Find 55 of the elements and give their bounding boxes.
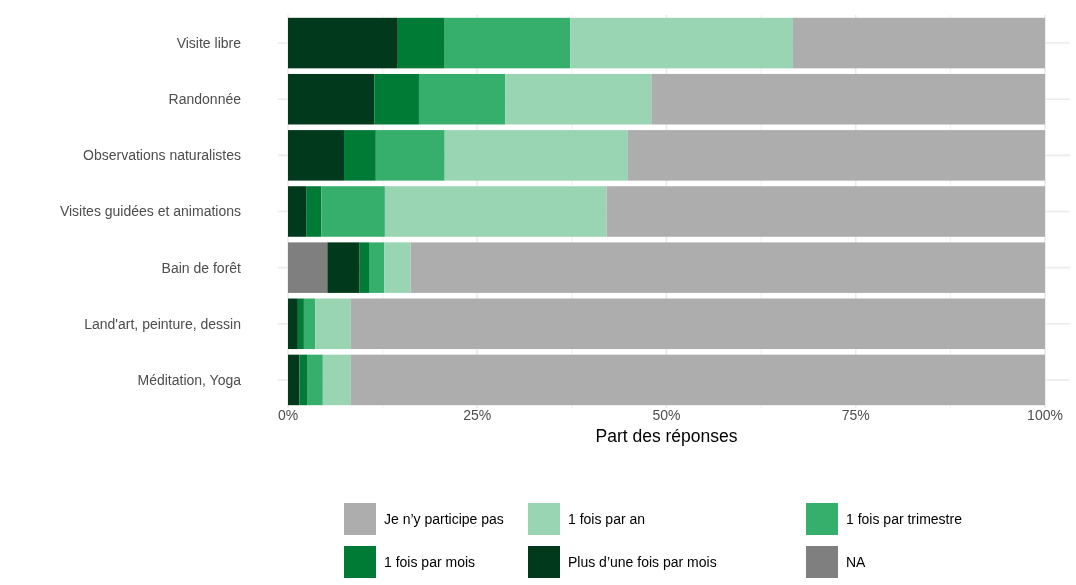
bar — [418, 73, 506, 125]
x-tick-label: 0% — [277, 407, 299, 423]
bar — [327, 242, 360, 293]
bar — [792, 17, 1045, 69]
y-tick-label: Land'art, peinture, dessin — [84, 315, 241, 332]
y-tick-label: Bain de forêt — [161, 259, 242, 276]
bar — [384, 186, 607, 237]
bar — [444, 17, 571, 69]
x-tick-label: 50% — [652, 407, 681, 423]
bar — [397, 17, 445, 69]
y-tick-label: Randonnée — [168, 91, 242, 108]
legend-label: Plus d’une fois par mois — [568, 553, 717, 570]
bar — [288, 354, 300, 406]
legend-label: NA — [846, 553, 867, 570]
bar — [374, 73, 419, 125]
bar — [359, 242, 369, 293]
x-tick-label: 100% — [1027, 407, 1063, 423]
bar — [303, 298, 316, 350]
x-tick-label: 25% — [463, 407, 492, 423]
y-tick-label: Visite libre — [176, 34, 242, 51]
bar — [288, 73, 375, 125]
bar — [651, 73, 1045, 125]
bar — [505, 73, 652, 125]
bar — [297, 298, 304, 350]
bar — [350, 354, 1045, 406]
bar — [288, 17, 398, 69]
bar — [444, 130, 628, 181]
bar — [288, 130, 345, 181]
x-axis-title: Part des réponses — [595, 426, 738, 446]
bar — [410, 242, 1045, 293]
y-tick-label: Visites guidées et animations — [59, 203, 241, 220]
bar — [288, 298, 298, 350]
bar — [344, 130, 376, 181]
bar — [375, 130, 445, 181]
legend-label: 1 fois par an — [568, 510, 646, 527]
bar — [627, 130, 1045, 181]
bar — [288, 186, 307, 237]
x-tick-label: 75% — [841, 407, 870, 423]
bar — [606, 186, 1045, 237]
bar — [384, 242, 411, 293]
bar — [306, 186, 322, 237]
bar — [322, 354, 351, 406]
bar — [369, 242, 385, 293]
legend-label: 1 fois par mois — [384, 553, 476, 570]
y-tick-label: Observations naturalistes — [83, 147, 241, 164]
y-tick-label: Méditation, Yoga — [137, 371, 242, 388]
bar — [321, 186, 385, 237]
bar — [307, 354, 323, 406]
bar — [570, 17, 793, 69]
bar — [315, 298, 351, 350]
bar — [288, 242, 328, 293]
bar — [299, 354, 308, 406]
bar — [350, 298, 1045, 350]
legend-label: 1 fois par trimestre — [846, 510, 963, 527]
legend-label: Je n’y participe pas — [384, 510, 504, 527]
